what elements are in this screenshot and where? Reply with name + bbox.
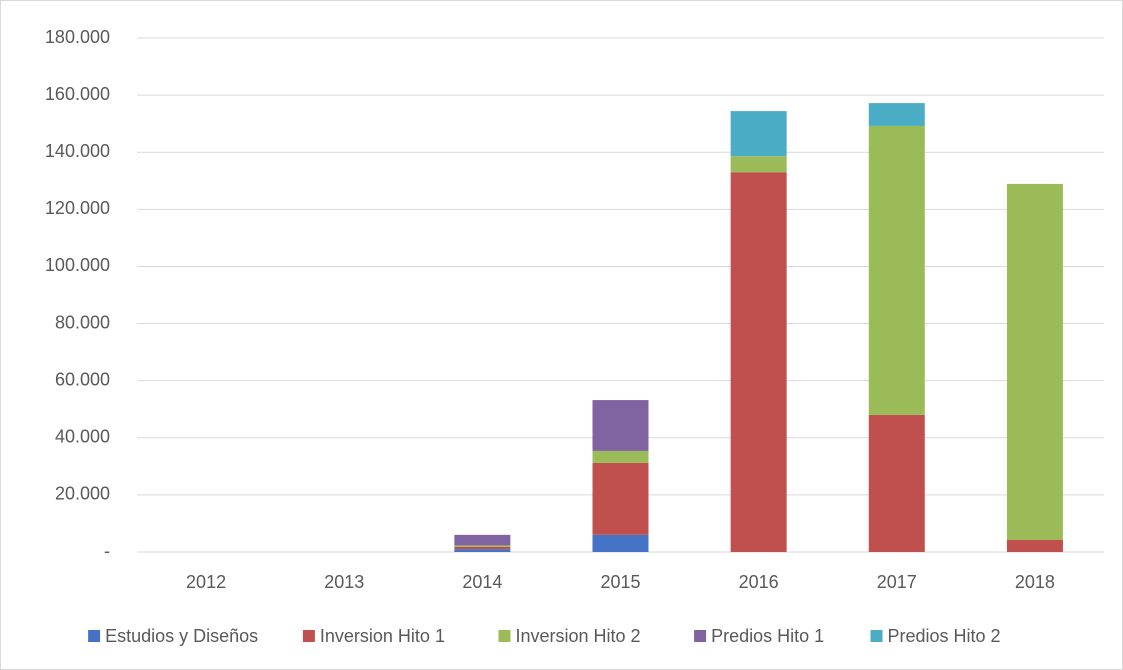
y-tick-label: 180.000 [45, 27, 110, 47]
y-tick-label: 60.000 [55, 369, 110, 389]
bar-segment [730, 172, 787, 552]
y-tick-label: 20.000 [55, 484, 110, 504]
bar-segment [730, 156, 787, 173]
y-tick-label: 80.000 [55, 312, 110, 332]
x-tick-label: 2016 [739, 572, 779, 592]
legend-label: Predios Hito 1 [711, 626, 824, 646]
bar-segment [868, 414, 925, 552]
y-tick-label: 120.000 [45, 198, 110, 218]
x-tick-label: 2017 [877, 572, 917, 592]
legend-label: Predios Hito 2 [888, 626, 1001, 646]
x-tick-label: 2018 [1015, 572, 1055, 592]
y-tick-label: 40.000 [55, 427, 110, 447]
bar-segment [592, 534, 649, 552]
bar-segment [454, 546, 511, 550]
bar-segment [592, 462, 649, 535]
y-tick-label: 160.000 [45, 84, 110, 104]
y-tick-label: - [104, 541, 110, 561]
x-tick-label: 2013 [324, 572, 364, 592]
bar-segment [454, 534, 511, 546]
legend-swatch [498, 630, 511, 642]
bar-segment [454, 549, 511, 552]
bar-segment [1006, 183, 1063, 541]
bar-segment [592, 450, 649, 463]
y-tick-label: 140.000 [45, 141, 110, 161]
legend-swatch [88, 630, 101, 642]
legend-swatch [694, 630, 707, 642]
legend-swatch [302, 630, 315, 642]
legend-label: Estudios y Diseños [105, 626, 258, 646]
legend-label: Inversion Hito 2 [516, 626, 641, 646]
y-tick-label: 100.000 [45, 255, 110, 275]
bar-segment [730, 111, 787, 157]
x-tick-label: 2012 [186, 572, 226, 592]
bar-segment [868, 103, 925, 126]
x-tick-label: 2015 [600, 572, 640, 592]
legend-swatch [870, 630, 883, 642]
bar-segment [454, 545, 511, 547]
legend-label: Inversion Hito 1 [320, 626, 445, 646]
x-tick-label: 2014 [462, 572, 502, 592]
bar-segment [868, 125, 925, 415]
bar-segment [1006, 540, 1063, 552]
bar-segment [592, 400, 649, 451]
